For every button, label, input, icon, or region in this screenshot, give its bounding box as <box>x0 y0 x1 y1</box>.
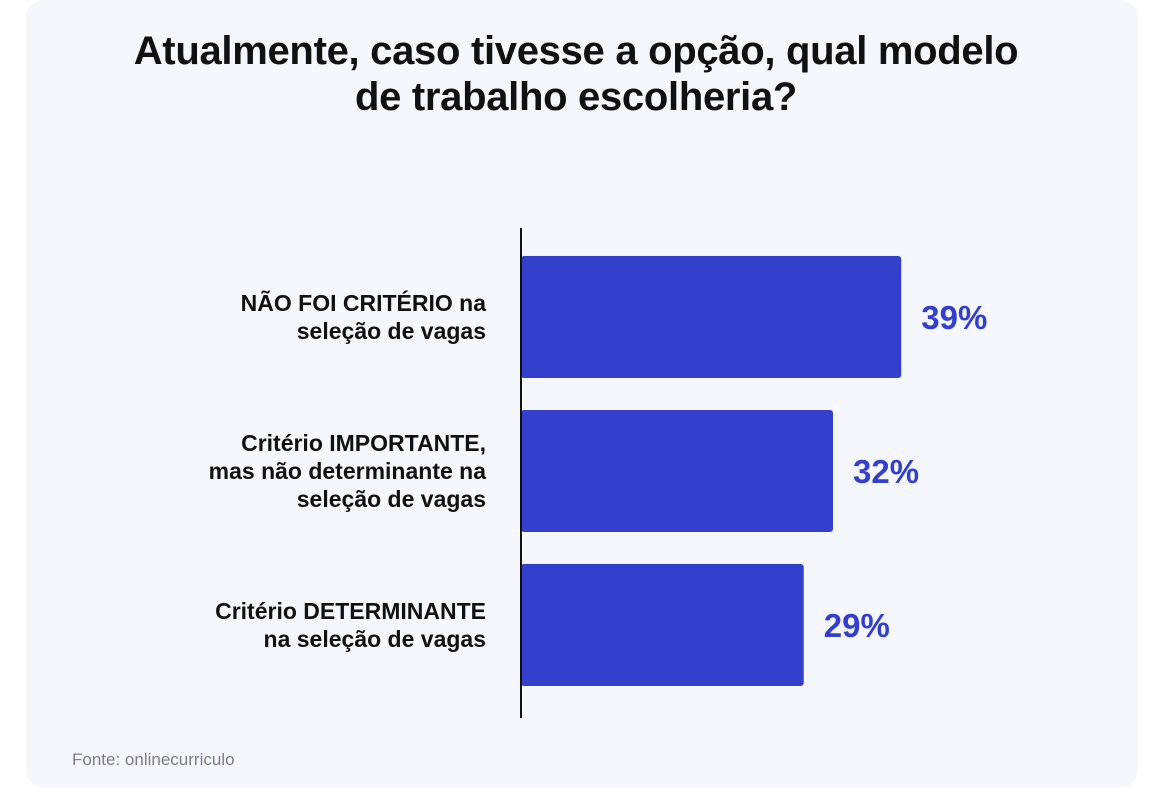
value-label-1: 39% <box>921 299 987 336</box>
chart-title: Atualmente, caso tivesse a opção, qual m… <box>0 28 1152 120</box>
chart-title-line-1: Atualmente, caso tivesse a opção, qual m… <box>133 29 1019 73</box>
category-label-3: Critério DETERMINANTE na seleção de vagas <box>215 598 486 652</box>
source-note: Fonte: onlinecurriculo <box>72 750 235 769</box>
bar-3 <box>521 564 804 686</box>
chart-title-line-2: de trabalho escolheria? <box>354 75 798 119</box>
category-label-2: Critério IMPORTANTE, mas não determinante… <box>209 430 487 512</box>
category-label-1: NÃO FOI CRITÉRIO na seleção de vagas <box>241 289 487 344</box>
value-label-2: 32% <box>853 453 919 490</box>
value-label-3: 29% <box>824 607 890 644</box>
bar-1 <box>521 256 902 378</box>
bar-2 <box>521 410 833 532</box>
